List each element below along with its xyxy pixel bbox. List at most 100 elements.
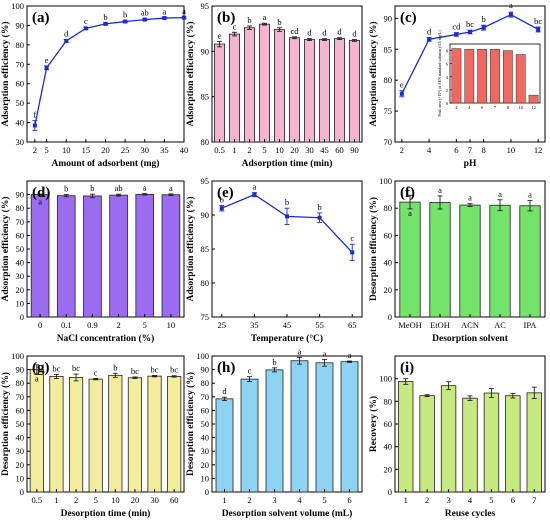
x-tick-label: 2 xyxy=(247,495,251,505)
inset-x-tick-label: 10 xyxy=(518,105,523,110)
y-tick-label: 100 xyxy=(379,374,392,384)
significance-label: a xyxy=(263,12,267,22)
bar-5 xyxy=(315,362,334,493)
bar-3 xyxy=(265,369,284,493)
significance-label: a xyxy=(162,6,166,16)
significance-label: d xyxy=(322,28,327,38)
x-tick-label: 6 xyxy=(347,495,351,505)
significance-label: c xyxy=(233,21,237,31)
x-tick-label: 0 xyxy=(38,320,42,330)
significance-label: b xyxy=(317,202,321,212)
significance-label: b xyxy=(220,194,224,204)
y-tick-label: 0 xyxy=(20,487,24,497)
x-axis-title: Adsorption time (min) xyxy=(242,158,333,169)
significance-label: b xyxy=(113,362,117,372)
x-tick-label: 40 xyxy=(180,145,189,155)
bar-AC xyxy=(489,204,511,318)
significance-label: f xyxy=(33,110,36,120)
y-tick-label: 0 xyxy=(388,487,392,497)
x-tick-label: 60 xyxy=(335,145,344,155)
significance-label: a xyxy=(438,185,442,195)
significance-label: e xyxy=(218,30,222,40)
y-tick-label: 40 xyxy=(384,442,393,452)
y-tick-label: 70 xyxy=(16,217,25,227)
y-tick-label: 50 xyxy=(16,98,25,108)
bar-60 xyxy=(167,375,182,493)
y-tick-label: 85 xyxy=(201,92,210,102)
significance-label: b xyxy=(277,17,281,27)
x-tick-label: 4 xyxy=(427,145,432,155)
y-axis-title: Adsorption efficiency (%) xyxy=(185,21,196,126)
significance-label: bc xyxy=(131,366,139,376)
x-tick-label: 5 xyxy=(322,495,326,505)
y-axis-title: Adsorption efficiency (%) xyxy=(368,21,379,126)
x-tick-label: 10 xyxy=(507,145,516,155)
bar-0 xyxy=(30,194,50,318)
x-tick-label: 10 xyxy=(62,145,71,155)
x-tick-label: 2 xyxy=(74,495,78,505)
significance-label: ab xyxy=(115,183,123,193)
panel-label: (b) xyxy=(217,10,235,26)
bar-MeOH xyxy=(399,201,421,318)
y-axis-title: Desorption efficiency (%) xyxy=(185,372,196,476)
significance-label: bc xyxy=(52,363,60,373)
x-tick-label: 8 xyxy=(482,145,486,155)
panel-label: (c) xyxy=(400,10,417,26)
significance-label: b xyxy=(103,12,107,22)
bar-5 xyxy=(88,378,103,493)
y-axis-title: Recovery (%) xyxy=(368,396,379,452)
y-tick-label: 70 xyxy=(384,137,393,147)
x-tick-label: 15 xyxy=(82,145,91,155)
significance-label: e xyxy=(400,80,404,90)
x-tick-label: 2 xyxy=(116,320,120,330)
bar-60 xyxy=(333,38,345,143)
y-tick-label: 80 xyxy=(384,396,393,406)
x-tick-label: 20 xyxy=(131,495,140,505)
x-tick-label: MeOH xyxy=(398,320,422,330)
x-axis-title: Temperature (°C) xyxy=(251,333,323,344)
significance-label: a xyxy=(182,6,186,16)
bar-2 xyxy=(240,378,259,493)
inset-x-tick-label: 6 xyxy=(481,105,484,110)
y-tick-label: 80 xyxy=(16,378,25,388)
bar-90 xyxy=(348,40,360,143)
y-tick-label: 100 xyxy=(11,1,24,11)
bar-2 xyxy=(419,395,435,493)
bar-6 xyxy=(340,361,359,493)
bar-0.5 xyxy=(213,43,225,143)
plot-frame xyxy=(26,5,185,143)
x-tick-label: 30 xyxy=(141,145,150,155)
inset-y-tick-label: 2 xyxy=(446,88,448,93)
x-tick-label: 1 xyxy=(54,495,58,505)
x-tick-label: 7 xyxy=(468,145,472,155)
x-tick-label: 3 xyxy=(272,495,276,505)
significance-label: d xyxy=(427,27,432,37)
significance-label: a xyxy=(509,0,513,10)
panel-5: 75 80 85 90 95 25 35 45 55 65 b a b b c Temperature (°C… xyxy=(185,176,363,344)
inset-y-tick-label: 0 xyxy=(446,101,449,106)
y-tick-label: 60 xyxy=(16,230,25,240)
inset-x-tick-label: 8 xyxy=(507,105,510,110)
x-tick-label: 1 xyxy=(232,145,236,155)
x-tick-label: EtOH xyxy=(430,320,450,330)
bar-2 xyxy=(68,377,84,493)
significance-label: a xyxy=(298,346,302,356)
y-tick-label: 80 xyxy=(384,75,393,85)
y-tick-label: 90 xyxy=(16,190,25,200)
y-tick-label: 20 xyxy=(384,464,393,474)
y-tick-label: 20 xyxy=(16,460,25,470)
inset-y-tick-label: 6 xyxy=(446,62,449,67)
panel-label: (h) xyxy=(217,360,235,376)
y-tick-label: 40 xyxy=(384,258,393,268)
x-tick-label: 30 xyxy=(150,495,159,505)
y-tick-label: 60 xyxy=(16,405,25,415)
inset-bar xyxy=(528,94,539,104)
significance-label: a xyxy=(35,374,39,384)
y-tick-label: 50 xyxy=(201,419,210,429)
bar-0.1 xyxy=(56,195,76,318)
x-tick-label: 30 xyxy=(305,145,314,155)
bar-ACN xyxy=(459,204,481,318)
